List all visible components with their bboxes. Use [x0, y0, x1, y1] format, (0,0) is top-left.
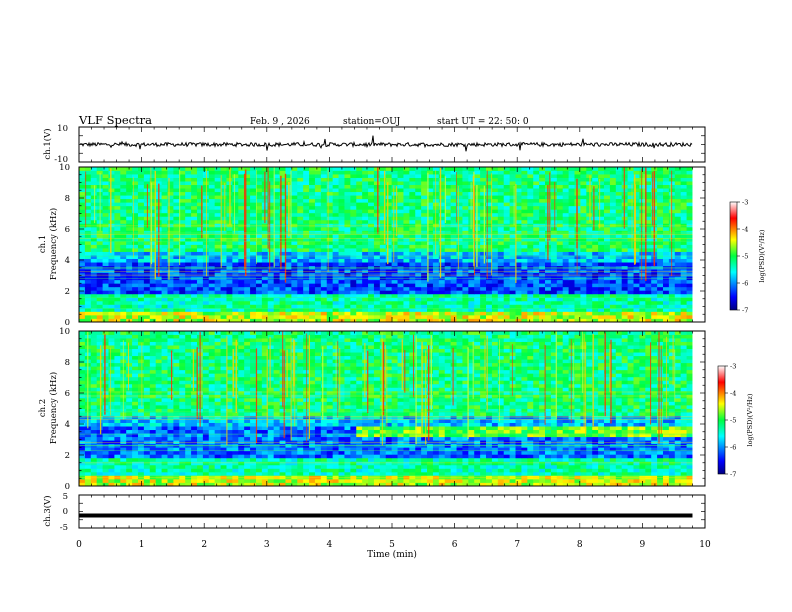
ch1-spectrogram-panel: 0 2 4 6 8 10 ch.1 Frequency (kHz) [38, 163, 706, 328]
x-tick-label: 3 [264, 540, 270, 550]
x-tick-label: 1 [139, 540, 145, 550]
ch2-spectrogram-image [79, 331, 705, 487]
freq-tick-label: 0 [65, 482, 70, 492]
ch2-spectrogram-panel: 0 2 4 6 8 10 ch.2 Frequency (kHz) [38, 327, 706, 492]
freq-tick-label: 8 [65, 194, 70, 204]
ch2-colorbar-label: log(PSD)(V²/Hz) [746, 393, 754, 446]
x-axis-label: Time (min) [367, 549, 417, 560]
ch2-spec-ylabel-channel: ch.2 [38, 399, 48, 417]
ch3-ytick-top: 5 [63, 492, 68, 502]
freq-tick-label: 0 [65, 318, 70, 328]
freq-tick-label: 4 [65, 420, 70, 430]
freq-tick-label: 8 [65, 358, 70, 368]
colorbar-tick-label: -7 [742, 307, 748, 315]
start-time-label: start UT = 22: 50: 0 [437, 117, 529, 127]
ch1-colorbar-gradient [729, 201, 738, 311]
x-tick-label: 9 [640, 540, 646, 550]
ch1-spec-ylabel-channel: ch.1 [38, 235, 48, 253]
freq-tick-label: 6 [65, 225, 70, 235]
ch2-colorbar-gradient [717, 365, 726, 475]
ch1-spec-ylabel-freq: Frequency (kHz) [48, 208, 59, 280]
colorbar-tick-label: -4 [730, 390, 736, 398]
x-tick-label: 5 [389, 540, 395, 550]
x-tick-label: 8 [577, 540, 583, 550]
freq-tick-label: 4 [65, 256, 70, 266]
colorbar-tick-label: -3 [742, 199, 748, 207]
ch1-spectrogram-image [79, 167, 705, 323]
x-tick-label: 7 [514, 540, 520, 550]
station-label: station=OUJ [343, 117, 401, 127]
colorbar-tick-label: -5 [730, 417, 736, 425]
x-tick-label: 4 [327, 540, 333, 550]
ch3-waveform-panel: 5 0 -5 ch.3(V) [42, 492, 706, 533]
figure-title: VLF Spectra [78, 113, 152, 127]
ch3-waveform-ylabel: ch.3(V) [42, 495, 53, 526]
x-tick-label: 2 [201, 540, 207, 550]
x-axis-tick-labels: 0 1 2 3 4 5 6 7 8 9 10 [76, 540, 711, 550]
date-label: Feb. 9 , 2026 [250, 117, 310, 127]
colorbar-tick-label: -4 [742, 226, 748, 234]
x-tick-label: 10 [699, 540, 711, 550]
ch1-ytick-top: 10 [57, 124, 68, 134]
colorbar-tick-label: -5 [742, 253, 748, 261]
x-tick-label: 6 [452, 540, 458, 550]
ch3-ytick-mid: 0 [63, 507, 68, 517]
ch1-waveform-ylabel: ch.1(V) [42, 128, 53, 159]
ch3-ytick-bottom: -5 [60, 523, 68, 533]
x-tick-label: 0 [76, 540, 82, 550]
freq-tick-label: 10 [59, 327, 70, 337]
ch2-colorbar: -3 -4 -5 -6 -7 log(PSD)(V²/Hz) [717, 363, 754, 479]
freq-tick-label: 2 [65, 451, 70, 461]
ch1-colorbar-label: log(PSD)(V²/Hz) [758, 229, 766, 282]
ch1-ytick-bottom: -10 [54, 155, 68, 165]
freq-tick-label: 6 [65, 389, 70, 399]
ch1-colorbar: -3 -4 -5 -6 -7 log(PSD)(V²/Hz) [729, 199, 766, 315]
ch1-waveform-trace [79, 135, 693, 152]
colorbar-tick-label: -6 [742, 280, 748, 288]
freq-tick-label: 10 [59, 163, 70, 173]
freq-tick-label: 2 [65, 287, 70, 297]
colorbar-tick-label: -6 [730, 444, 736, 452]
colorbar-tick-label: -7 [730, 471, 736, 479]
colorbar-tick-label: -3 [730, 363, 736, 371]
ch1-waveform-panel: 10 -10 ch.1(V) [42, 124, 706, 165]
ch2-spec-ylabel-freq: Frequency (kHz) [48, 372, 59, 444]
